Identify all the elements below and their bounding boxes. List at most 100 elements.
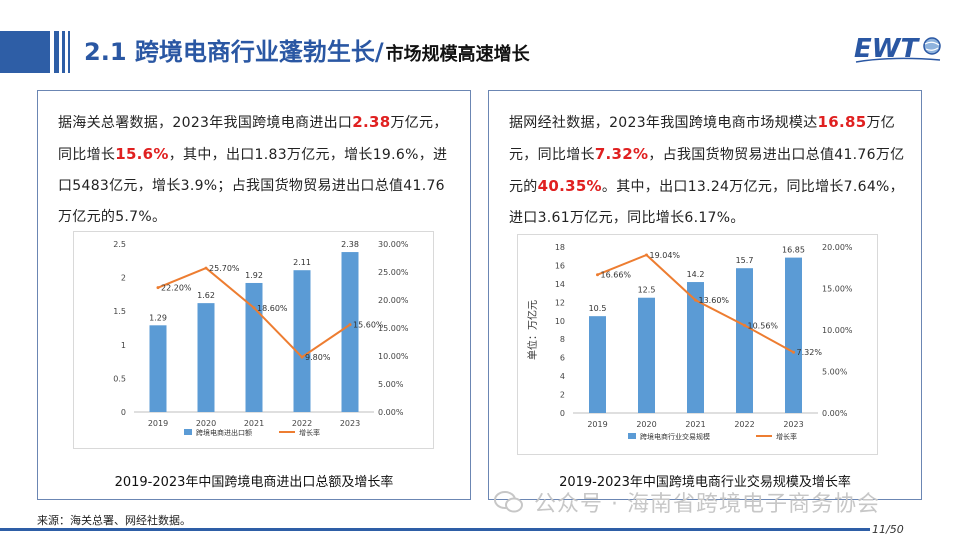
x-tick-label: 2023 (783, 420, 803, 429)
y-tick-label: 10 (555, 317, 565, 326)
growth-point (743, 323, 746, 327)
y2-tick-label: 10.00% (378, 352, 409, 361)
y-tick-label: 8 (560, 335, 565, 344)
legend-bar-swatch (184, 429, 192, 435)
growth-point (252, 306, 256, 310)
y2-tick-label: 20.00% (822, 243, 853, 252)
y-tick-label: 0.5 (113, 374, 126, 383)
x-tick-label: 2023 (340, 419, 360, 428)
y2-tick-label: 20.00% (378, 296, 409, 305)
bar (341, 252, 359, 412)
page-title: 2.1 跨境电商行业蓬勃生长/ 市场规模高速增长 (84, 30, 530, 74)
bar-value-label: 14.2 (687, 270, 705, 279)
y-tick-label: 1 (121, 341, 126, 350)
bar (785, 257, 802, 413)
growth-value-label: 10.56% (748, 321, 779, 330)
bar-value-label: 16.85 (782, 246, 805, 255)
growth-point (694, 298, 697, 302)
right-chart-caption: 2019-2023年中国跨境电商行业交易规模及增长率 (559, 475, 851, 490)
y2-tick-label: 5.00% (378, 380, 404, 389)
growth-value-label: 22.20% (161, 284, 192, 293)
growth-value-label: 7.32% (797, 348, 823, 357)
legend-bar-swatch (628, 433, 636, 439)
growth-value-label: 15.60% (353, 321, 384, 330)
y-tick-label: 0 (560, 409, 565, 418)
bar (638, 297, 655, 413)
growth-value-label: 18.60% (257, 304, 288, 313)
growth-point (300, 355, 304, 359)
bar-value-label: 1.92 (245, 271, 263, 280)
left-panel: 据海关总署数据，2023年我国跨境电商进出口2.38万亿元，同比增长15.6%，… (37, 90, 471, 500)
bar (589, 316, 606, 413)
ewt-logo: EWT (854, 34, 941, 64)
watermark: 公众号 · 海南省跨境电子商务协会 (494, 486, 880, 518)
y-tick-label: 18 (555, 243, 565, 252)
growth-point (596, 273, 599, 277)
growth-point (204, 266, 208, 270)
y-tick-label: 2 (560, 391, 565, 400)
chart-market-scale-svg: 0 2 4 6 8 10 12 14 16 18 0.00% 5.00% 10.00% 15.00% 20.… (526, 243, 853, 441)
legend-line-label: 增长率 (776, 432, 797, 441)
y-axis-label: 单位：万亿元 (526, 300, 539, 360)
right-panel-text: 据网经社数据，2023年我国跨境电商市场规模达16.85万亿元，同比增长7.32… (509, 113, 905, 226)
growth-value-label: 19.04% (650, 251, 681, 260)
x-tick-label: 2020 (636, 420, 656, 429)
header-decoration (0, 31, 72, 73)
chart-market-scale: 0 2 4 6 8 10 12 14 16 18 0.00% 5.00% 10.00% 15.00% 20.… (517, 234, 878, 455)
bar-value-label: 2.11 (293, 258, 311, 267)
y-tick-label: 16 (555, 261, 565, 270)
chart-import-export-svg: 0 0.5 1 1.5 2 2.5 0.00% 5.00% 10.00% 15.00% 20.00%… (113, 240, 409, 437)
growth-value-label: 16.66% (601, 271, 632, 280)
bar (293, 270, 311, 412)
growth-value-label: 25.70% (209, 264, 240, 273)
source-note: 来源：海关总署、网经社数据。 (37, 514, 191, 527)
bar-value-label: 1.29 (149, 313, 167, 322)
y2-tick-label: 15.00% (822, 285, 853, 294)
y2-tick-label: 5.00% (822, 368, 848, 377)
growth-point (645, 253, 648, 257)
growth-value-label: 9.80% (305, 353, 331, 362)
bar (197, 303, 215, 412)
x-tick-label: 2020 (196, 419, 216, 428)
footer-rule (0, 528, 870, 531)
x-tick-label: 2022 (734, 420, 754, 429)
bar-value-label: 1.62 (197, 291, 215, 300)
x-tick-label: 2019 (148, 419, 168, 428)
legend-bar-label: 跨境电商行业交易规模 (640, 432, 710, 441)
legend-bar-label: 跨境电商进出口额 (196, 428, 252, 437)
y-tick-label: 0 (121, 408, 126, 417)
bar (736, 268, 753, 413)
bar-value-label: 10.5 (589, 304, 607, 313)
growth-point (156, 286, 160, 290)
bar (245, 282, 263, 412)
watermark-text: 公众号 · 海南省跨境电子商务协会 (534, 492, 880, 517)
page-number: 11/50 (872, 523, 904, 536)
bar-value-label: 12.5 (638, 286, 656, 295)
x-tick-label: 2019 (587, 420, 607, 429)
page-title-main: 2.1 跨境电商行业蓬勃生长/ (84, 38, 384, 66)
page-total: 50 (889, 523, 904, 536)
x-tick-label: 2022 (292, 419, 312, 428)
y-tick-label: 2.5 (113, 240, 126, 249)
bar-value-label: 2.38 (341, 240, 359, 249)
bar (149, 325, 167, 412)
right-panel: 据网经社数据，2023年我国跨境电商市场规模达16.85万亿元，同比增长7.32… (488, 90, 922, 500)
page-current: 11 (872, 523, 886, 536)
growth-point (348, 323, 352, 327)
left-panel-text: 据海关总署数据，2023年我国跨境电商进出口2.38万亿元，同比增长15.6%，… (58, 113, 448, 225)
y2-tick-label: 0.00% (378, 408, 404, 417)
x-tick-label: 2021 (244, 419, 264, 428)
y-tick-label: 2 (121, 274, 126, 283)
y-tick-label: 14 (555, 280, 565, 289)
y-tick-label: 6 (560, 354, 565, 363)
y2-tick-label: 30.00% (378, 240, 409, 249)
y-tick-label: 1.5 (113, 307, 126, 316)
y2-tick-label: 10.00% (822, 326, 853, 335)
y2-tick-label: 15.00% (378, 324, 409, 333)
y-tick-label: 4 (560, 372, 565, 381)
growth-value-label: 13.60% (699, 296, 730, 305)
x-tick-label: 2021 (685, 420, 705, 429)
growth-point (792, 350, 795, 354)
bar (687, 282, 704, 413)
left-chart-caption: 2019-2023年中国跨境电商进出口总额及增长率 (114, 475, 394, 490)
